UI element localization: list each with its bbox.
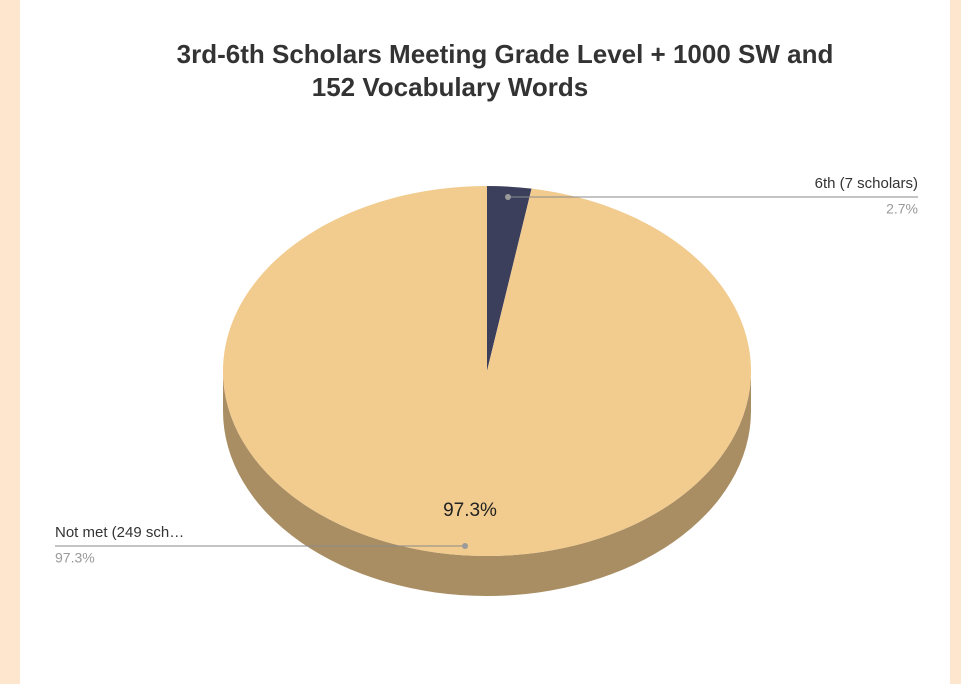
leader-dot — [505, 194, 511, 200]
slice-label: 97.3% — [443, 500, 497, 521]
leader-dot — [462, 543, 468, 549]
pie-slice — [487, 186, 532, 371]
percent-label: 97.3% — [55, 550, 95, 566]
pie-side — [223, 371, 751, 596]
legend-label: Not met (249 sch… — [55, 524, 184, 541]
pie-slice — [223, 186, 752, 556]
legend-label: 6th (7 scholars) — [815, 175, 918, 192]
chart-subtitle: 152 Vocabulary Words — [312, 72, 588, 102]
chart-title: 3rd-6th Scholars Meeting Grade Level + 1… — [177, 39, 834, 69]
percent-label: 2.7% — [886, 201, 918, 217]
